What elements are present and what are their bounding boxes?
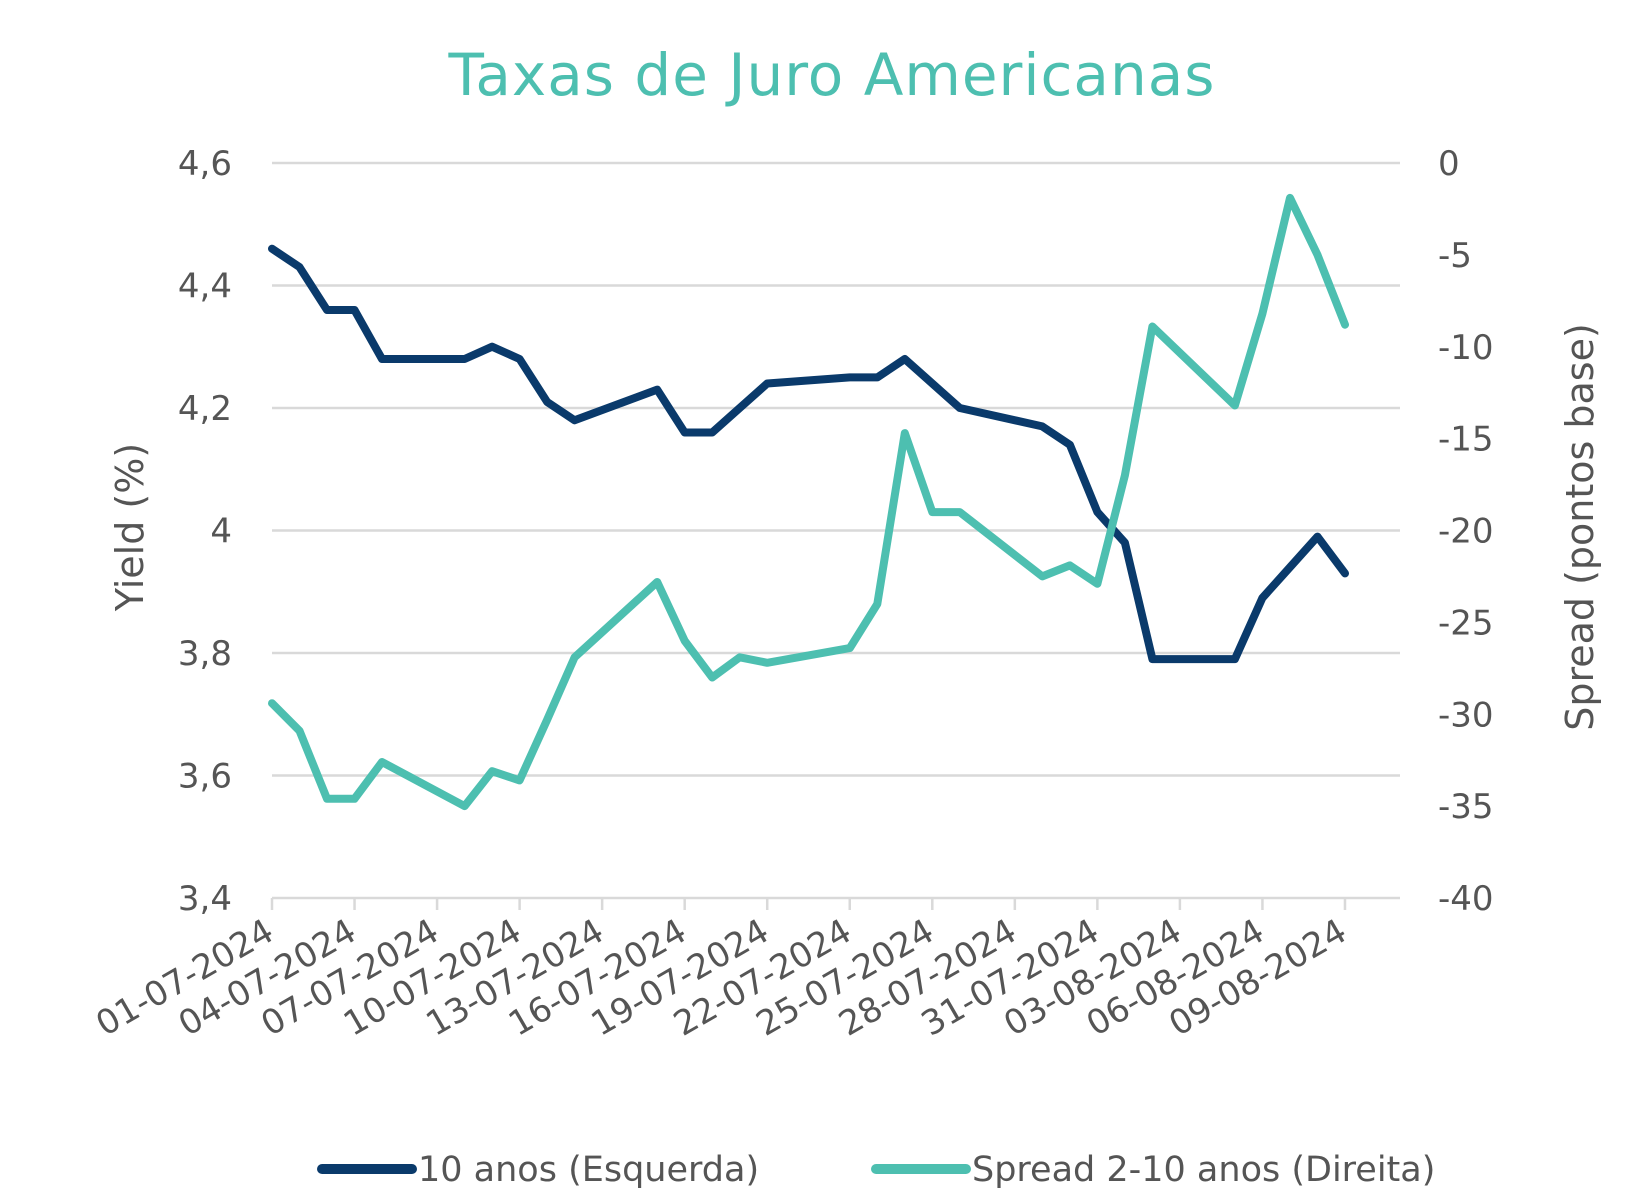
legend-item-10-anos: 10 anos (Esquerda) (317, 1150, 759, 1190)
legend-label-spread: Spread 2-10 anos (Direita) (972, 1150, 1435, 1190)
y-tick-label: 3,8 (178, 634, 232, 674)
legend-label-10-anos: 10 anos (Esquerda) (418, 1150, 759, 1190)
y-tick-label: 4 (210, 512, 232, 552)
y2-tick-label: -30 (1438, 695, 1494, 735)
y2-tick-label: -10 (1438, 328, 1494, 368)
legend: 10 anos (Esquerda) Spread 2-10 anos (Dir… (317, 1150, 1435, 1190)
series-line-10-anos (268, 244, 1349, 664)
y2-tick-label: 0 (1438, 144, 1460, 184)
series-line-spread (268, 193, 1349, 811)
legend-item-spread: Spread 2-10 anos (Direita) (871, 1150, 1435, 1190)
y2-tick-label: -35 (1438, 787, 1494, 827)
y-tick-label: 4,6 (178, 144, 232, 184)
x-axis: 01-07-202404-07-202407-07-202410-07-2024… (89, 898, 1353, 1045)
y-axis-label: Yield (%) (108, 443, 152, 612)
y-tick-label: 3,6 (178, 757, 232, 797)
y2-tick-label: -20 (1438, 512, 1494, 552)
y2-tick-label: -5 (1438, 236, 1472, 276)
chart-title: Taxas de Juro Americanas (448, 41, 1216, 109)
y-tick-label: 4,4 (178, 267, 232, 307)
y2-axis-label: Spread (pontos base) (1558, 323, 1602, 731)
y-tick-label: 3,4 (178, 879, 232, 919)
y-axis-right: -40 -35 -30 -25 -20 -15 -10 -5 0 (1438, 144, 1494, 919)
gridlines (272, 161, 1400, 900)
y2-tick-label: -15 (1438, 420, 1494, 460)
y-axis-left: 3,4 3,6 3,8 4 4,2 4,4 4,6 (178, 144, 232, 919)
y2-tick-label: -40 (1438, 879, 1494, 919)
series-lines (268, 193, 1349, 811)
y2-tick-label: -25 (1438, 603, 1494, 643)
y-tick-label: 4,2 (178, 389, 232, 429)
